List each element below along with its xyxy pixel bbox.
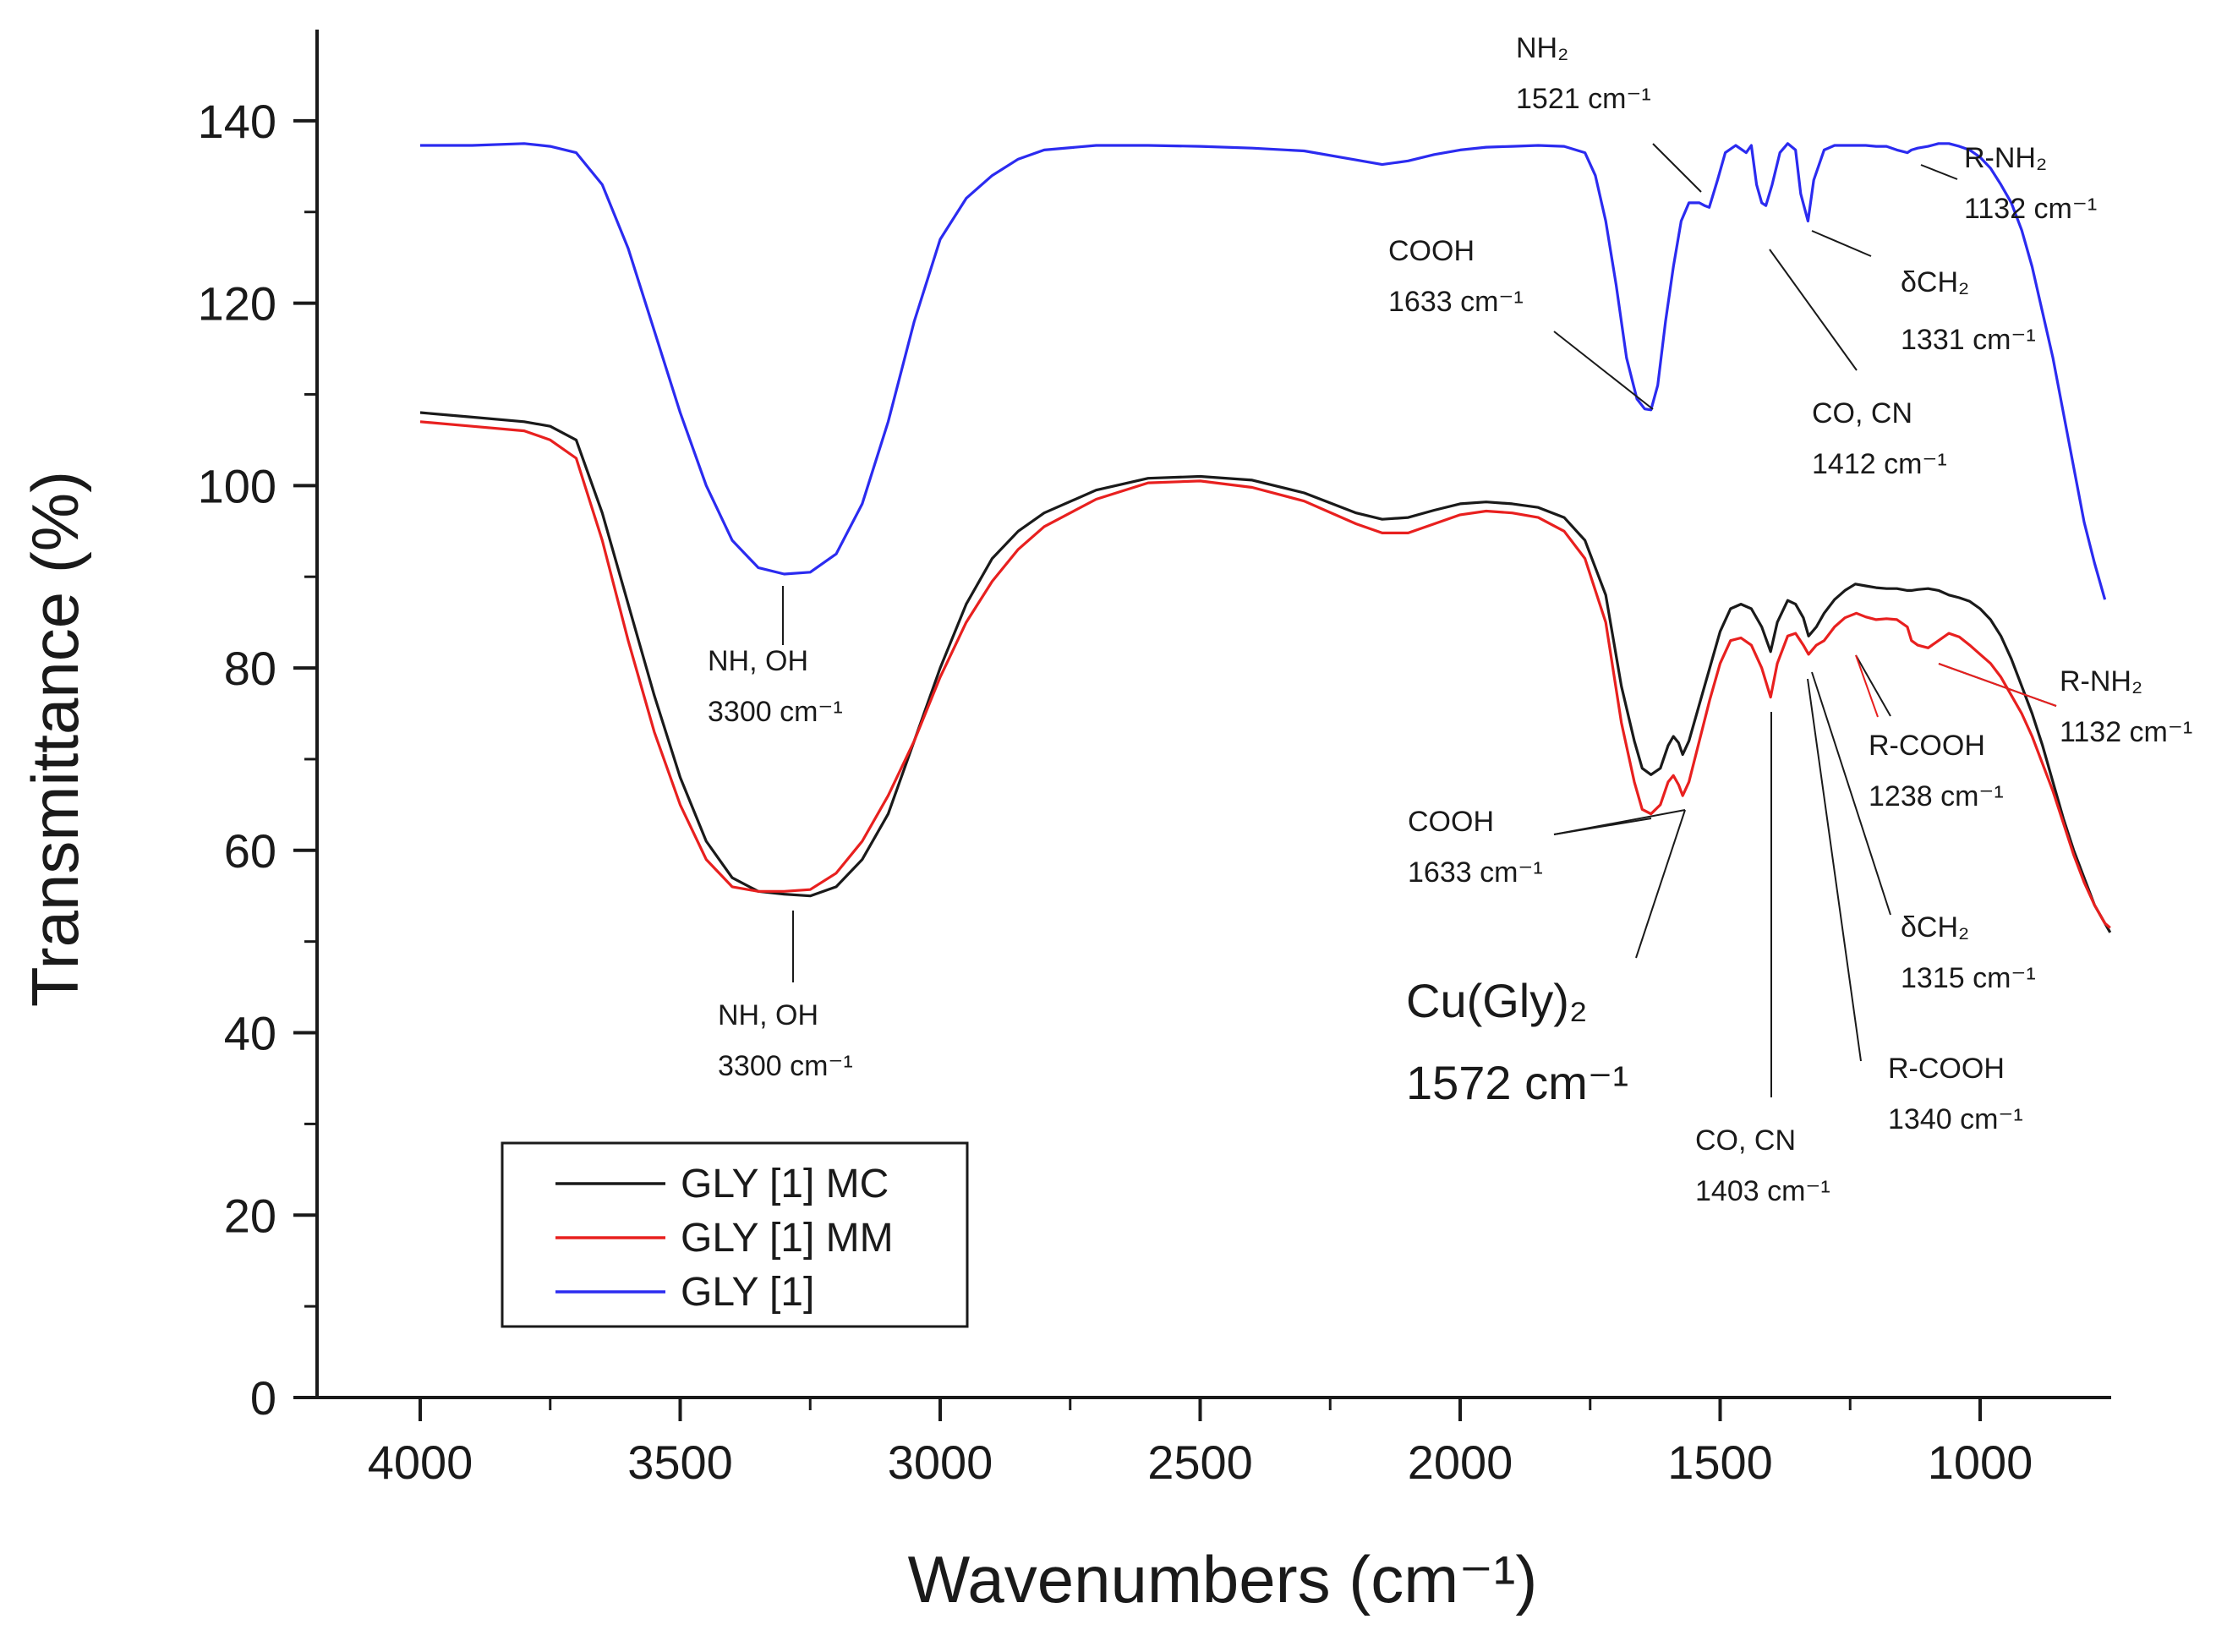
annotation-wavenumber: 1238 cm⁻¹: [1869, 780, 2004, 812]
annotation-wavenumber: 1331 cm⁻¹: [1901, 324, 2036, 356]
y-tick-label: 120: [198, 277, 276, 331]
x-tick-label: 2500: [1147, 1436, 1253, 1489]
legend-label: GLY [1] MC: [681, 1162, 889, 1206]
annotation-wavenumber: 1412 cm⁻¹: [1812, 448, 1947, 480]
annotation-label: δCH₂: [1901, 911, 1969, 944]
annotation-wavenumber: 3300 cm⁻¹: [718, 1050, 853, 1082]
axes: 0 20 40 60 80 100 120 140 4000 3500 3000 2500 2000 15…: [18, 30, 2111, 1616]
y-tick-label: 0: [250, 1371, 276, 1425]
annotation-wavenumber: 1572 cm⁻¹: [1406, 1056, 1628, 1109]
annotation-leader: [1811, 671, 1891, 916]
annotation-wavenumber: 3300 cm⁻¹: [708, 696, 843, 728]
annotation-wavenumber: 1340 cm⁻¹: [1888, 1103, 2023, 1135]
annotation-label: Cu(Gly)₂: [1406, 974, 1588, 1027]
annotation-leader-red: [1938, 663, 2057, 707]
annotation-label: NH, OH: [708, 645, 808, 677]
annotation-label: NH, OH: [718, 999, 818, 1031]
annotation-leader: [1920, 164, 1958, 180]
y-tick-label: 60: [224, 824, 276, 878]
annotations: NH₂ 1521 cm⁻¹ COOH 1633 cm⁻¹ δCH₂ 1331 cm⁻¹ CO…: [708, 32, 2192, 1207]
annotation-leader: [1769, 249, 1858, 371]
legend-box: [501, 1141, 969, 1328]
y-axis-title: Transmittance (%): [18, 471, 92, 1007]
annotation-label: COOH: [1408, 806, 1494, 838]
annotation-wavenumber: 1633 cm⁻¹: [1408, 856, 1543, 889]
annotation-label: R-NH₂: [2060, 665, 2142, 697]
annotation-label: NH₂: [1516, 32, 1568, 64]
legend-label: GLY [1]: [681, 1270, 814, 1315]
annotation-leader: [1553, 331, 1654, 410]
annotation-label: CO, CN: [1695, 1124, 1796, 1157]
annotation-wavenumber: 1403 cm⁻¹: [1695, 1175, 1830, 1207]
annotation-label: δCH₂: [1901, 266, 1969, 298]
x-tick-label: 3500: [627, 1436, 733, 1489]
annotation-wavenumber: 1315 cm⁻¹: [1901, 962, 2036, 994]
annotation-leader: [1652, 143, 1702, 193]
annotation-leader: [1811, 230, 1872, 257]
y-tick-label: 80: [224, 642, 276, 695]
annotation-wavenumber: 1132 cm⁻¹: [1964, 193, 2097, 225]
x-tick-label: 1000: [1928, 1436, 2033, 1489]
annotation-label: R-NH₂: [1964, 142, 2047, 174]
annotation-leader: [1635, 809, 1686, 959]
x-tick-label: 2000: [1408, 1436, 1513, 1489]
legend: GLY [1] MC GLY [1] MM GLY [1]: [501, 1141, 969, 1328]
x-tick-label: 3000: [888, 1436, 993, 1489]
annotation-leader: [1855, 654, 1891, 717]
y-tick-label: 40: [224, 1007, 276, 1060]
annotation-leader: [1553, 809, 1686, 835]
y-tick-label: 140: [198, 95, 276, 148]
x-tick-label: 4000: [368, 1436, 473, 1489]
annotation-label: COOH: [1388, 235, 1475, 267]
x-axis-title: Wavenumbers (cm⁻¹): [908, 1542, 1538, 1616]
series-line-1: [419, 420, 2111, 929]
annotation-label: CO, CN: [1812, 397, 1912, 429]
annotation-label: R-COOH: [1869, 730, 1985, 762]
legend-label: GLY [1] MM: [681, 1216, 894, 1261]
annotation-label: R-COOH: [1888, 1053, 2005, 1085]
x-tick-label: 1500: [1667, 1436, 1773, 1489]
annotation-leader-red: [1855, 654, 1879, 718]
y-tick-label: 20: [224, 1189, 276, 1242]
series-line-2: [420, 142, 2107, 600]
series-lines: [419, 142, 2112, 933]
annotation-wavenumber: 1633 cm⁻¹: [1388, 286, 1524, 318]
annotation-wavenumber: 1521 cm⁻¹: [1516, 83, 1651, 115]
annotation-leader: [1807, 678, 1862, 1062]
y-tick-label: 100: [198, 459, 276, 512]
series-line-0: [419, 411, 2112, 933]
annotation-wavenumber: 1132 cm⁻¹: [2060, 716, 2192, 748]
